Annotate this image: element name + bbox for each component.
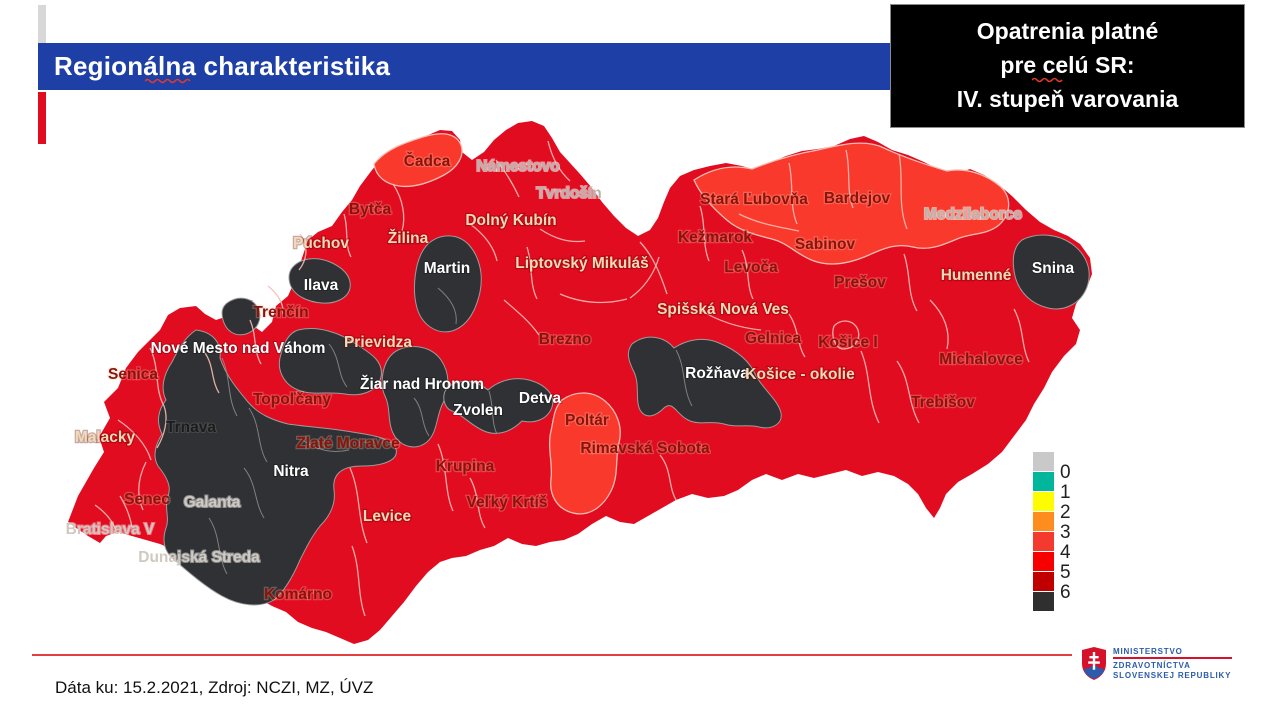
district-label: Sabinov bbox=[795, 236, 856, 253]
district-label: Medzilaborce bbox=[924, 206, 1023, 223]
footer-divider-line bbox=[32, 654, 1072, 656]
district-label: Dolný Kubín bbox=[465, 212, 556, 229]
page-title: Regionálna charakteristika bbox=[54, 51, 391, 81]
district-label: Žilina bbox=[388, 229, 429, 247]
district-ziar-cluster bbox=[381, 346, 449, 448]
district-label: Púchov bbox=[293, 235, 349, 252]
district-label: Veľký Krtíš bbox=[467, 494, 548, 511]
district-label: Kežmarok bbox=[678, 229, 752, 246]
district-label: Galanta bbox=[184, 494, 241, 511]
logo-red-underline bbox=[1113, 657, 1232, 659]
district-label: Bytča bbox=[349, 201, 392, 218]
legend-swatch bbox=[1033, 592, 1054, 612]
district-label: Zvolen bbox=[453, 402, 503, 419]
district-label: Košice I bbox=[818, 334, 877, 351]
district-labels: Čadca Námestovo Tvrdošín Bytča Dolný Kubín Pú… bbox=[65, 151, 1076, 605]
district-label: Humenné bbox=[941, 267, 1012, 284]
district-label: Snina bbox=[1032, 260, 1075, 277]
district-label: Zlaté Moravce bbox=[296, 435, 400, 452]
left-accent-bar-red bbox=[38, 92, 46, 144]
warning-line-2: pre celú SR: bbox=[1000, 52, 1135, 78]
district-label: Nové Mesto nad Váhom bbox=[151, 340, 326, 357]
district-label: Gelnica bbox=[745, 330, 801, 347]
legend-swatch bbox=[1033, 492, 1054, 512]
district-label: Námestovo bbox=[476, 158, 560, 175]
district-label: Žiar nad Hronom bbox=[360, 375, 484, 393]
district-poltar-lucenec bbox=[548, 392, 621, 515]
district-label: Levoča bbox=[724, 259, 778, 276]
logo-line-1: MINISTERSTVO bbox=[1113, 647, 1183, 656]
legend-swatch bbox=[1033, 452, 1054, 472]
legend-tick-label: 4 bbox=[1060, 542, 1071, 563]
district-label: Trebišov bbox=[911, 394, 975, 411]
charcoal-districts bbox=[154, 234, 1090, 606]
legend-swatch bbox=[1033, 532, 1054, 552]
district-label: Čadca bbox=[404, 152, 451, 170]
legend-tick-label: 2 bbox=[1060, 502, 1071, 523]
district-banovce-belt bbox=[278, 328, 382, 396]
district-label: Ilava bbox=[304, 277, 339, 294]
legend-tick-label: 1 bbox=[1060, 482, 1071, 503]
district-label: Spišská Nová Ves bbox=[657, 301, 789, 318]
district-label: Rožňava bbox=[685, 365, 749, 382]
district-label: Bardejov bbox=[824, 190, 891, 207]
warning-box: Opatrenia platné pre celú SR: IV. stupeň… bbox=[890, 4, 1245, 128]
district-label: Tvrdošín bbox=[536, 185, 601, 202]
legend-swatch bbox=[1033, 512, 1054, 532]
legend-tick-label: 3 bbox=[1060, 522, 1071, 543]
logo-line-2: ZDRAVOTNÍCTVA bbox=[1113, 661, 1191, 670]
district-label: Liptovský Mikuláš bbox=[515, 255, 649, 272]
left-accent-bar-gray bbox=[38, 5, 46, 43]
district-label: Dunajská Streda bbox=[138, 549, 260, 566]
district-label: Senec bbox=[124, 491, 170, 508]
legend-tick-label: 6 bbox=[1060, 582, 1071, 603]
district-label: Komárno bbox=[264, 586, 332, 603]
district-label: Levice bbox=[363, 508, 412, 525]
warning-line-1: Opatrenia platné bbox=[976, 18, 1159, 44]
district-ilava bbox=[288, 258, 351, 304]
legend-swatch bbox=[1033, 572, 1054, 592]
district-label: Bratislava V bbox=[66, 521, 155, 538]
district-roznava-revuca bbox=[627, 336, 782, 429]
district-label: Michalovce bbox=[939, 351, 1023, 368]
district-label: Prešov bbox=[834, 274, 886, 291]
district-label: Prievidza bbox=[344, 334, 412, 351]
warning-line-3: IV. stupeň varovania bbox=[956, 86, 1179, 112]
district-label: Poltár bbox=[565, 412, 609, 429]
district-label: Martin bbox=[424, 260, 471, 277]
district-label: Detva bbox=[519, 390, 562, 407]
district-label: Topoľčany bbox=[253, 391, 331, 408]
data-source-note: Dáta ku: 15.2.2021, Zdroj: NCZI, MZ, ÚVZ bbox=[55, 678, 374, 697]
district-southwest-mass bbox=[154, 329, 397, 606]
legend-tick-label: 5 bbox=[1060, 562, 1071, 583]
legend-tick-label: 0 bbox=[1060, 462, 1071, 483]
logo-line-3: SLOVENSKEJ REPUBLIKY bbox=[1113, 671, 1232, 680]
legend-swatch bbox=[1033, 552, 1054, 572]
district-label: Stará Ľubovňa bbox=[700, 191, 808, 208]
district-label: Rimavská Sobota bbox=[580, 440, 710, 457]
district-snina bbox=[1012, 234, 1090, 310]
district-label: Trnava bbox=[166, 419, 216, 436]
district-label: Malacky bbox=[75, 429, 136, 446]
district-myjava bbox=[221, 297, 261, 336]
district-label: Košice - okolie bbox=[745, 366, 855, 383]
district-label: Senica bbox=[108, 366, 158, 383]
district-label: Brezno bbox=[539, 331, 592, 348]
district-borders bbox=[94, 140, 1030, 617]
district-zvolen-detva bbox=[443, 378, 554, 434]
district-cadca bbox=[373, 133, 463, 188]
district-label: Krupina bbox=[436, 458, 495, 475]
slovak-coat-of-arms-icon bbox=[1082, 647, 1106, 680]
ministry-logo: MINISTERSTVO ZDRAVOTNÍCTVA SLOVENSKEJ RE… bbox=[1080, 644, 1250, 688]
legend-swatch bbox=[1033, 472, 1054, 492]
district-martin bbox=[414, 235, 482, 333]
legend-swatches bbox=[1033, 452, 1093, 612]
district-label: Trenčín bbox=[253, 304, 308, 321]
district-label: Nitra bbox=[273, 463, 309, 480]
